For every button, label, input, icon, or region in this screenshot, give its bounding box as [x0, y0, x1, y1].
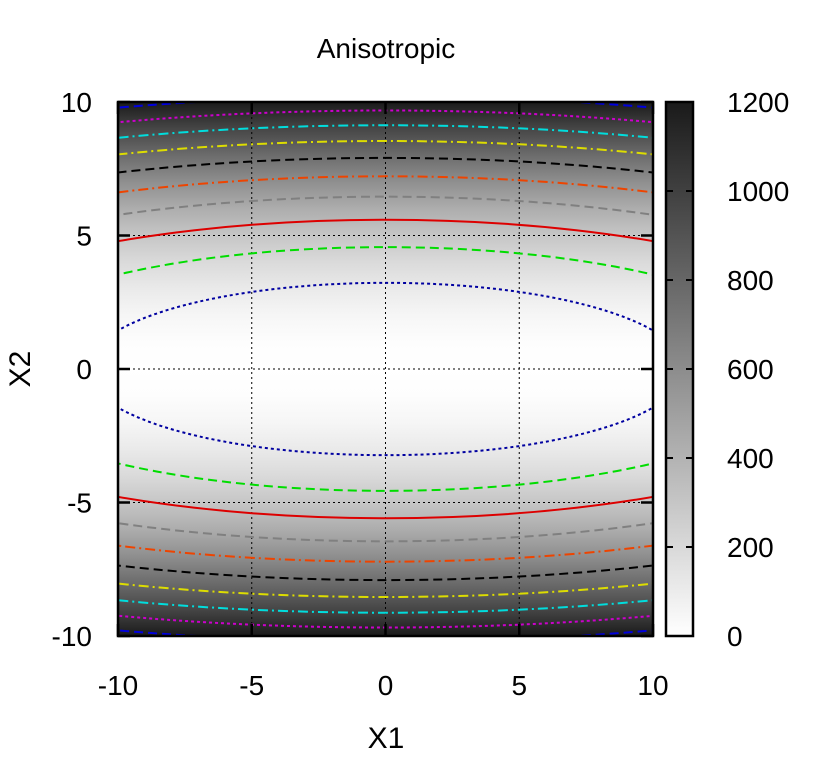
colorbar-frame	[664, 100, 695, 638]
colorbar-tick-label: 600	[727, 354, 774, 385]
colorbar-tick-label: 400	[727, 443, 774, 474]
y-tick-label: -5	[67, 488, 92, 519]
y-tick-label: -10	[52, 621, 92, 652]
x-axis-label: X1	[368, 722, 405, 755]
grid-lines	[118, 102, 653, 636]
plot-area	[116, 100, 655, 638]
colorbar-tick-label: 800	[727, 265, 774, 296]
y-axis-label: X2	[4, 351, 37, 388]
chart-title: Anisotropic	[317, 33, 456, 64]
contour-line	[118, 156, 653, 582]
colorbar-tick-label: 200	[727, 532, 774, 563]
contour-line	[118, 124, 653, 614]
y-tick-labels: 10 5 0 -5 -10	[52, 87, 92, 652]
x-tick-label: 5	[511, 670, 527, 701]
y-tick-label: 0	[76, 354, 92, 385]
y-tick-label: 10	[61, 87, 92, 118]
colorbar: 1200 1000 800 600 400 200 0	[664, 87, 789, 652]
x-tick-label: 10	[637, 670, 668, 701]
x-tick-label: -10	[98, 670, 138, 701]
colorbar-tick-label: 0	[727, 621, 743, 652]
x-tick-label: -5	[239, 670, 264, 701]
y-tick-label: 5	[76, 221, 92, 252]
plot-frame	[116, 100, 655, 638]
contour-line	[118, 175, 653, 563]
colorbar-tick-label: 1200	[727, 87, 789, 118]
x-tick-labels: -10 -5 0 5 10	[98, 670, 669, 701]
contour-line	[118, 218, 653, 520]
x-tick-label: 0	[378, 670, 394, 701]
contour-line	[118, 140, 653, 598]
colorbar-tick-labels: 1200 1000 800 600 400 200 0	[727, 87, 789, 652]
colorbar-tick-label: 1000	[727, 176, 789, 207]
contour-line	[118, 195, 653, 543]
contour-line	[118, 281, 653, 457]
